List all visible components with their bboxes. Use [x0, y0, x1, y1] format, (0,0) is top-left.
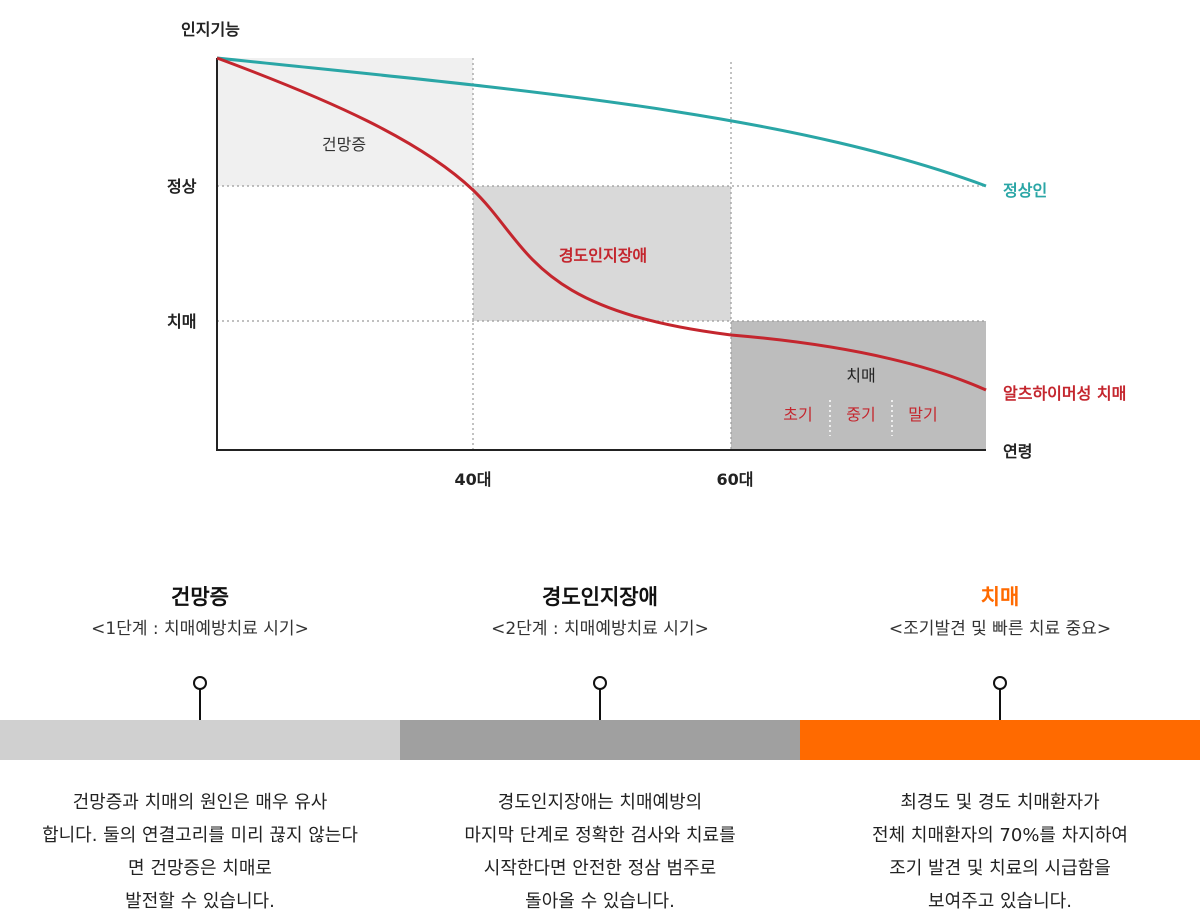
stage-bar-mci [400, 720, 800, 760]
description-line: 시작한다면 안전한 정삼 범주로 [400, 852, 800, 885]
stage-title: 건망증 [0, 580, 400, 614]
region-label-mci: 경도인지장애 [559, 246, 647, 265]
stage-title: 치매 [800, 580, 1200, 614]
description-line: 마지막 단계로 정확한 검사와 치료를 [400, 819, 800, 852]
description-line: 건망증과 치매의 원인은 매우 유사 [0, 786, 400, 819]
stage-bar-forgetfulness [0, 720, 400, 760]
stage-subtitle: <조기발견 및 빠른 치료 중요> [800, 614, 1200, 644]
stage-title: 경도인지장애 [400, 580, 800, 614]
y-level-dementia: 치매 [167, 312, 196, 331]
description-line: 합니다. 둘의 연결고리를 미리 끊지 않는다 [0, 819, 400, 852]
region-label-dementia: 치매 [846, 366, 875, 385]
stage-description-mci: 경도인지장애는 치매예방의 마지막 단계로 정확한 검사와 치료를 시작한다면 … [400, 786, 800, 918]
stage-mci: 경도인지장애 <2단계 : 치매예방치료 시기> [400, 580, 800, 644]
dementia-stage-early: 초기 [783, 405, 812, 424]
description-line: 전체 치매환자의 70%를 차지하여 [800, 819, 1200, 852]
dementia-region [731, 321, 986, 450]
description-line: 보여주고 있습니다. [800, 885, 1200, 918]
dementia-stage-middle: 중기 [846, 405, 875, 424]
stage-marker-pin [593, 676, 607, 720]
stage-dementia: 치매 <조기발견 및 빠른 치료 중요> [800, 580, 1200, 644]
stage-description-dementia: 최경도 및 경도 치매환자가 전체 치매환자의 70%를 차지하여 조기 발견 … [800, 786, 1200, 918]
cognitive-function-chart: 인지기능 정상 치매 40대 60대 연령 건망증 경도인지장애 치매 초기 중… [0, 0, 1200, 500]
forgetfulness-region [217, 58, 473, 186]
description-line: 발전할 수 있습니다. [0, 885, 400, 918]
description-line: 조기 발견 및 치료의 시급함을 [800, 852, 1200, 885]
dementia-stage-late: 말기 [908, 405, 937, 424]
x-tick-60s: 60대 [717, 470, 754, 489]
stage-marker-pin [993, 676, 1007, 720]
description-line: 최경도 및 경도 치매환자가 [800, 786, 1200, 819]
stage-forgetfulness: 건망증 <1단계 : 치매예방치료 시기> [0, 580, 400, 644]
description-line: 돌아올 수 있습니다. [400, 885, 800, 918]
alzheimer-line-label: 알츠하이머성 치매 [1003, 384, 1126, 403]
description-line: 경도인지장애는 치매예방의 [400, 786, 800, 819]
region-label-forgetfulness: 건망증 [322, 135, 366, 154]
y-axis-title: 인지기능 [181, 20, 240, 39]
stage-subtitle: <1단계 : 치매예방치료 시기> [0, 614, 400, 644]
stage-marker-pin [193, 676, 207, 720]
stage-subtitle: <2단계 : 치매예방치료 시기> [400, 614, 800, 644]
x-tick-40s: 40대 [455, 470, 492, 489]
stage-description-forgetfulness: 건망증과 치매의 원인은 매우 유사 합니다. 둘의 연결고리를 미리 끊지 않… [0, 786, 400, 918]
stage-bar-dementia [800, 720, 1200, 760]
y-level-normal: 정상 [167, 177, 197, 196]
description-line: 면 건망증은 치매로 [0, 852, 400, 885]
normal-line-label: 정상인 [1003, 181, 1047, 200]
x-axis-title: 연령 [1003, 442, 1032, 461]
